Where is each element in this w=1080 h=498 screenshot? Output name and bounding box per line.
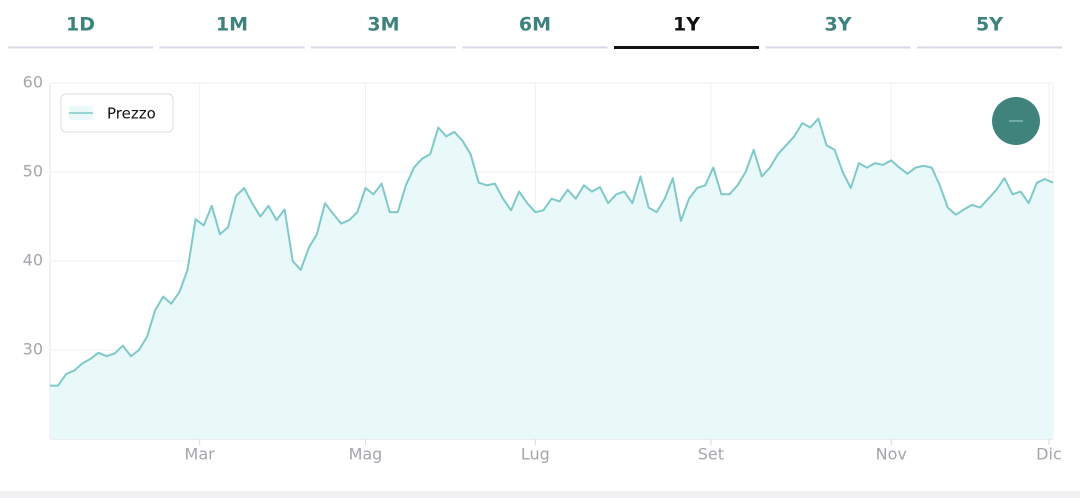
x-tick-label: Dic xyxy=(1036,445,1062,464)
tab-label: 1Y xyxy=(673,14,700,36)
tab-underline xyxy=(765,46,911,49)
area-fill xyxy=(50,118,1053,439)
y-tick-label: 50 xyxy=(23,162,43,181)
legend-box xyxy=(60,93,174,133)
tab-label: 3M xyxy=(367,14,399,36)
legend-label: Prezzo xyxy=(107,105,156,123)
tab-label: 5Y xyxy=(976,14,1003,36)
x-tick-label: Mag xyxy=(349,445,383,464)
bottom-strip xyxy=(0,491,1080,498)
x-tick-label: Lug xyxy=(521,445,550,464)
x-tick-label: Nov xyxy=(876,445,907,464)
tab-underline xyxy=(462,46,608,49)
tab-underline xyxy=(8,46,153,49)
tab-label: 1M xyxy=(216,14,248,36)
tab-underline xyxy=(311,46,456,49)
price-line xyxy=(50,117,1054,387)
tab-label: 1D xyxy=(66,14,95,36)
tab-underline xyxy=(917,46,1062,49)
x-tick-label: Set xyxy=(698,445,724,464)
y-tick-label: 30 xyxy=(23,340,43,359)
tab-underline xyxy=(614,46,759,49)
y-tick-label: 60 xyxy=(23,73,43,92)
tab-label: 6M xyxy=(519,14,551,36)
tab-label: 3Y xyxy=(825,14,852,36)
tab-underline xyxy=(159,46,305,49)
x-tick-label: Mar xyxy=(185,445,216,464)
y-tick-label: 40 xyxy=(23,251,43,270)
